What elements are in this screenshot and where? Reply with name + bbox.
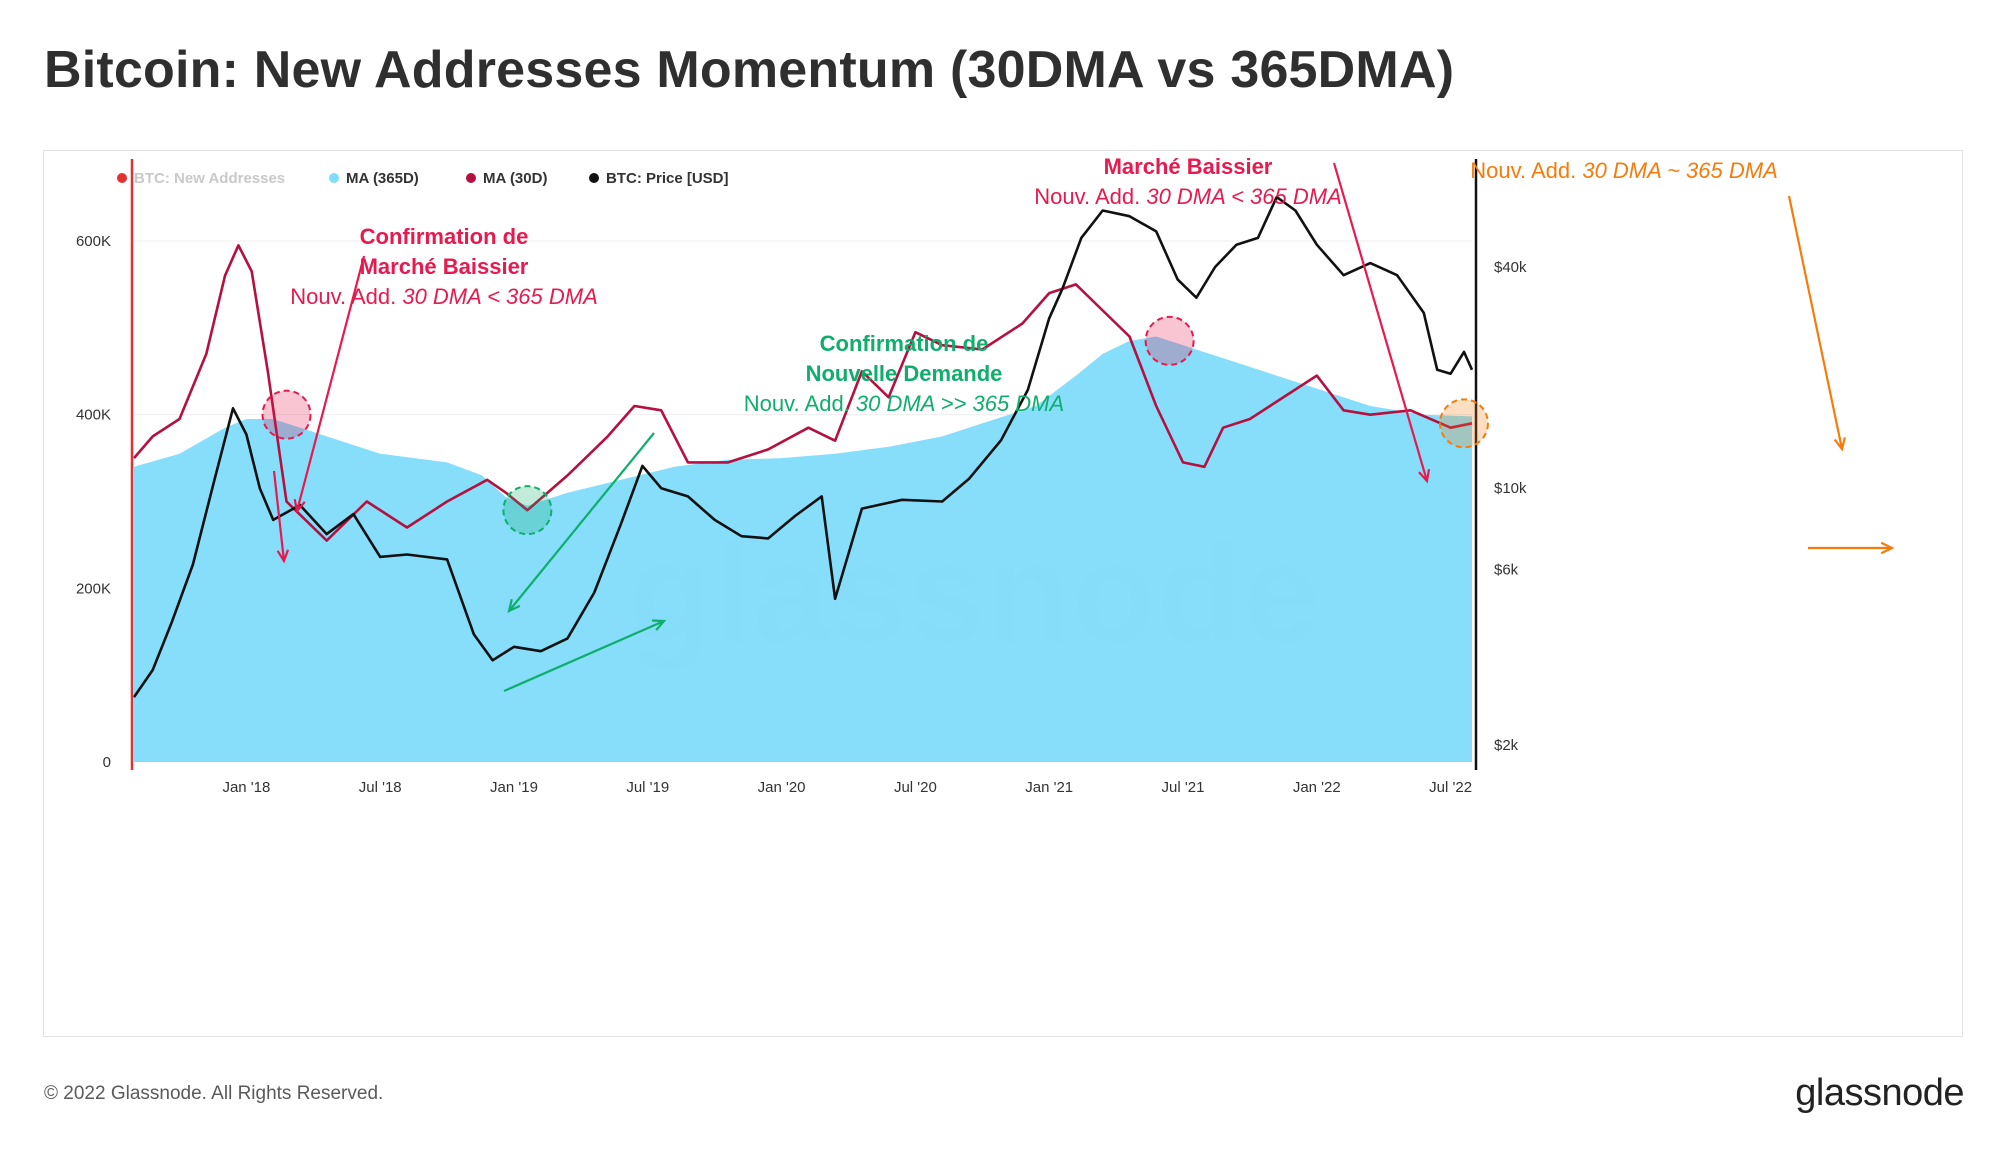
annotation-sub-prefix: Nouv. Add. <box>290 284 402 309</box>
y-right-tick-label: $10k <box>1494 480 1527 497</box>
legend-item-ma30[interactable]: MA (30D) <box>466 170 547 187</box>
annotation-arrowhead <box>1880 541 1895 555</box>
legend-item-price[interactable]: BTC: Price [USD] <box>589 170 729 187</box>
annotation-sub-prefix: Nouv. Add. <box>1034 184 1146 209</box>
series-ma30-line <box>133 244 1473 542</box>
y-left-tick-label: 0 <box>103 754 111 771</box>
series-layer <box>132 195 1474 762</box>
annotation-arrow <box>503 619 665 693</box>
annotation-arrow <box>1787 195 1844 450</box>
glassnode-logo[interactable]: glassnode <box>1795 1072 1964 1114</box>
legend-item-new-addresses[interactable]: BTC: New Addresses <box>117 170 285 187</box>
annotation-heading: Nouvelle Demande <box>806 361 1003 386</box>
x-tick-label: Jul '21 <box>1162 779 1205 796</box>
annotation-sub-prefix: Nouv. Add. <box>744 391 856 416</box>
x-tick-label: Jul '20 <box>894 779 937 796</box>
annotation-arrowhead <box>1833 437 1846 452</box>
legend-item-ma365[interactable]: MA (365D) <box>329 170 419 187</box>
annotation-arrow <box>295 255 366 512</box>
annotation-arrowhead <box>651 619 667 631</box>
annotation-circle <box>1438 398 1489 449</box>
annotation-circle <box>1144 315 1195 366</box>
annotation-sub-italic: 30 DMA >> 365 DMA <box>856 391 1064 416</box>
legend-label: MA (365D) <box>346 170 419 187</box>
annotation-heading: Marché Baissier <box>360 254 529 279</box>
annotation-heading: Marché Baissier <box>1104 154 1273 179</box>
annotation-arrowhead <box>276 549 290 564</box>
annotation-subtitle: Nouv. Add. 30 DMA >> 365 DMA <box>744 391 1064 416</box>
x-tick-label: Jan '22 <box>1293 779 1341 796</box>
chart-panel: BTC: New Addresses MA (365D) MA (30D) BT… <box>43 124 1963 1037</box>
annotation-arrowhead <box>293 498 306 514</box>
y-right-tick-label: $6k <box>1494 562 1519 579</box>
y-right-tick-label: $40k <box>1494 259 1527 276</box>
x-tick-label: Jan '20 <box>758 779 806 796</box>
annotation-heading: Faible Demande <box>1540 151 1709 153</box>
y-left-tick-label: 200K <box>76 580 111 597</box>
annotation-sub-prefix: Nouv. Add. <box>1470 158 1582 183</box>
legend-label: BTC: Price [USD] <box>606 170 729 187</box>
annotation-sub-italic: 30 DMA < 365 DMA <box>402 284 597 309</box>
x-tick-label: Jan '18 <box>222 779 270 796</box>
annotations: Confirmation de Marché Baissier Nouv. Add.… <box>261 124 1895 693</box>
annotation-heading: Confirmation de <box>820 331 989 356</box>
annotation-subtitle: Nouv. Add. 30 DMA ~ 365 DMA <box>1470 158 1778 183</box>
chart-svg: BTC: New Addresses MA (365D) MA (30D) BT… <box>76 124 1895 796</box>
x-tick-label: Jan '19 <box>490 779 538 796</box>
annotation-subtitle: Nouv. Add. 30 DMA < 365 DMA <box>290 284 598 309</box>
annotation-arrow <box>508 432 655 612</box>
y-left-tick-label: 600K <box>76 233 111 250</box>
x-tick-label: Jul '18 <box>359 779 402 796</box>
copyright: © 2022 Glassnode. All Rights Reserved. <box>44 1083 384 1104</box>
axes: 0 200K 400K 600K $2k $6k $10k $40k Jan '18 Jul '1… <box>76 159 1527 796</box>
x-tick-label: Jul '22 <box>1429 779 1472 796</box>
legend-label: MA (30D) <box>483 170 547 187</box>
annotation-arrowhead <box>1418 469 1431 484</box>
annotation-subtitle: Nouv. Add. 30 DMA < 365 DMA <box>1034 184 1342 209</box>
x-tick-label: Jul '19 <box>626 779 669 796</box>
annotation-sub-italic: 30 DMA ~ 365 DMA <box>1582 158 1777 183</box>
legend: BTC: New Addresses MA (365D) MA (30D) BT… <box>117 170 729 187</box>
annotation-sub-italic: 30 DMA < 365 DMA <box>1146 184 1341 209</box>
y-left-tick-label: 400K <box>76 407 111 424</box>
series-price-line <box>132 195 1474 698</box>
annotation-circle <box>502 485 553 536</box>
annotation-circle <box>261 389 312 440</box>
annotation-arrow <box>1332 162 1429 482</box>
annotation-arrowhead <box>507 599 521 613</box>
y-right-tick-label: $2k <box>1494 737 1519 754</box>
page-title: Bitcoin: New Addresses Momentum (30DMA v… <box>44 41 1455 99</box>
annotation-arrow <box>272 470 286 562</box>
annotation-heading: Confirmation de <box>360 224 529 249</box>
series-ma365-area <box>134 336 1472 762</box>
legend-label: BTC: New Addresses <box>134 170 285 187</box>
x-tick-label: Jan '21 <box>1025 779 1073 796</box>
